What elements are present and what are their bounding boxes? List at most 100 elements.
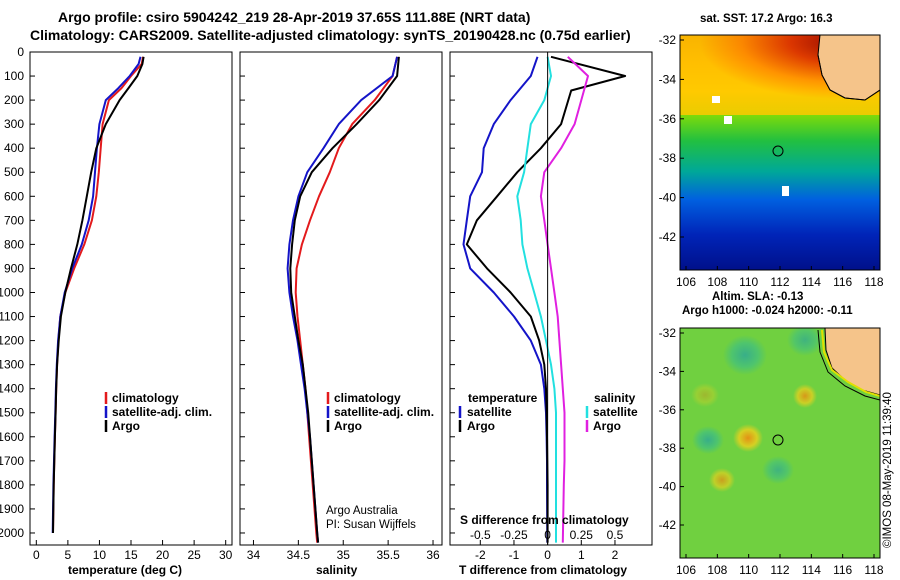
sla-map-title-line-1: Altim. SLA: -0.13 xyxy=(712,291,803,303)
series-line-argo xyxy=(289,56,400,543)
depth-tick-label: 2000 xyxy=(0,526,24,540)
x-tick-label: 30 xyxy=(219,548,233,562)
salinity-panel xyxy=(239,51,443,546)
map-y-tick-label: -42 xyxy=(659,230,677,244)
legend-title-salinity: salinity xyxy=(594,391,636,405)
legend-label-climatology: climatology xyxy=(112,391,179,405)
depth-tick-label: 1200 xyxy=(0,334,24,348)
depth-tick-label: 1000 xyxy=(0,285,24,299)
legend-label-t-argo: Argo xyxy=(467,419,495,433)
salinity-annotation-line-1: Argo Australia xyxy=(326,505,398,517)
depth-tick-label: 1900 xyxy=(0,502,24,516)
sst-map-title: sat. SST: 17.2 Argo: 16.3 xyxy=(700,13,833,25)
map-y-tick-label: -34 xyxy=(659,364,677,378)
depth-tick-label: 300 xyxy=(4,117,24,131)
map-y-tick-label: -32 xyxy=(659,33,677,47)
temperature-plot: 0 5 10 15 20 25 30 xyxy=(33,56,233,562)
header-line-1: Argo profile: csiro 5904242_219 28-Apr-2… xyxy=(58,9,530,25)
x-tick-label: 5 xyxy=(65,548,72,562)
x-tick-label: 35.5 xyxy=(376,548,400,562)
salinity-plot: 34 34.5 35 35.5 36 xyxy=(247,56,440,562)
map-y-tick-label: -32 xyxy=(659,326,677,340)
map-x-tick-label: 106 xyxy=(676,563,696,577)
difference-plot: -2 -1 0 1 2 -0.5 -0.25 0 0.25 0.5 xyxy=(462,52,627,562)
x-tick-label: 20 xyxy=(156,548,170,562)
depth-tick-label: 900 xyxy=(4,261,24,275)
depth-tick-label: 1100 xyxy=(0,310,24,324)
x-tick-label: 2 xyxy=(612,548,619,562)
legend-label-s-argo: Argo xyxy=(593,419,621,433)
depth-tick-label: 1300 xyxy=(0,358,24,372)
map-y-tick-label: -40 xyxy=(659,480,677,494)
depth-tick-label: 1700 xyxy=(0,454,24,468)
x-tick-label: 34 xyxy=(247,548,261,562)
secondary-tick-label: -0.25 xyxy=(500,528,528,542)
map-y-tick-label: -36 xyxy=(659,403,677,417)
map-x-tick-label: 112 xyxy=(770,275,789,289)
depth-tick-label: 100 xyxy=(4,69,24,83)
secondary-tick-label: 0 xyxy=(544,528,551,542)
x-tick-label: 36 xyxy=(426,548,440,562)
series-line-temperature-argo xyxy=(465,55,627,543)
sla-map-field xyxy=(680,328,880,558)
legend-label-satellite: satellite-adj. clim. xyxy=(334,405,434,419)
map-y-tick-label: -40 xyxy=(659,191,677,205)
legend-title-temperature: temperature xyxy=(468,391,538,405)
map-y-tick-label: -34 xyxy=(659,72,677,86)
x-tick-label: 1 xyxy=(578,548,585,562)
salinity-legend: climatology satellite-adj. clim. Argo xyxy=(326,391,434,433)
map-x-tick-label: 116 xyxy=(833,275,852,289)
difference-xlabel: T difference from climatology xyxy=(459,563,627,577)
x-tick-label: 0 xyxy=(33,548,40,562)
secondary-tick-label: 0.5 xyxy=(607,528,624,542)
depth-tick-label: 500 xyxy=(4,165,24,179)
legend-label-climatology: climatology xyxy=(334,391,401,405)
legend-label-argo: Argo xyxy=(334,419,362,433)
legend-label-t-satellite: satellite xyxy=(467,405,512,419)
map-x-tick-label: 106 xyxy=(676,275,696,289)
map-y-tick-label: -36 xyxy=(659,112,677,126)
map-x-tick-label: 114 xyxy=(802,563,821,577)
legend-label-s-satellite: satellite xyxy=(593,405,638,419)
legend-label-satellite: satellite-adj. clim. xyxy=(112,405,212,419)
map-x-tick-label: 118 xyxy=(864,563,883,577)
depth-tick-label: 600 xyxy=(4,189,24,203)
temperature-xlabel: temperature (deg C) xyxy=(68,563,182,577)
map-y-tick-label: -38 xyxy=(659,441,677,455)
x-tick-label: 15 xyxy=(124,548,138,562)
depth-tick-label: 1500 xyxy=(0,406,24,420)
map-x-tick-label: 110 xyxy=(739,275,758,289)
depth-tick-label: 400 xyxy=(4,141,24,155)
sla-map-axes: 106 108 110 112 114 116 118 -32 -34 -36 -38 -40 -42 xyxy=(659,326,884,577)
difference-panel xyxy=(449,51,653,546)
map-x-tick-label: 108 xyxy=(707,275,727,289)
x-tick-label: 34.5 xyxy=(287,548,311,562)
depth-axis: 0 100 200 300 400 500 600 700 800 900 1000 1100 1200… xyxy=(0,45,455,540)
map-x-tick-label: 110 xyxy=(739,563,758,577)
sst-argo-marker xyxy=(772,145,784,157)
depth-tick-label: 1600 xyxy=(0,430,24,444)
map-x-tick-label: 116 xyxy=(833,563,852,577)
map-y-tick-label: -38 xyxy=(659,151,677,165)
x-tick-label: 35 xyxy=(337,548,351,562)
depth-tick-label: 0 xyxy=(17,45,24,59)
temperature-panel xyxy=(29,51,233,546)
sst-map-axes: 106 108 110 112 114 116 118 -32 -34 -36 -38 -40 -42 xyxy=(659,33,884,289)
x-tick-label: -1 xyxy=(509,548,520,562)
x-tick-label: -2 xyxy=(475,548,486,562)
sla-argo-marker xyxy=(772,434,784,446)
x-tick-label: 0 xyxy=(544,548,551,562)
salinity-annotation-line-2: PI: Susan Wijffels xyxy=(326,519,416,531)
temperature-legend: climatology satellite-adj. clim. Argo xyxy=(104,391,212,433)
depth-tick-label: 800 xyxy=(4,237,24,251)
salinity-xlabel: salinity xyxy=(316,563,358,577)
x-tick-label: 10 xyxy=(93,548,107,562)
map-x-tick-label: 118 xyxy=(864,275,883,289)
sst-map-field xyxy=(680,35,880,270)
secondary-tick-label: 0.25 xyxy=(570,528,594,542)
secondary-tick-label: -0.5 xyxy=(470,528,491,542)
map-x-tick-label: 108 xyxy=(707,563,727,577)
depth-tick-label: 700 xyxy=(4,213,24,227)
depth-tick-label: 200 xyxy=(4,93,24,107)
